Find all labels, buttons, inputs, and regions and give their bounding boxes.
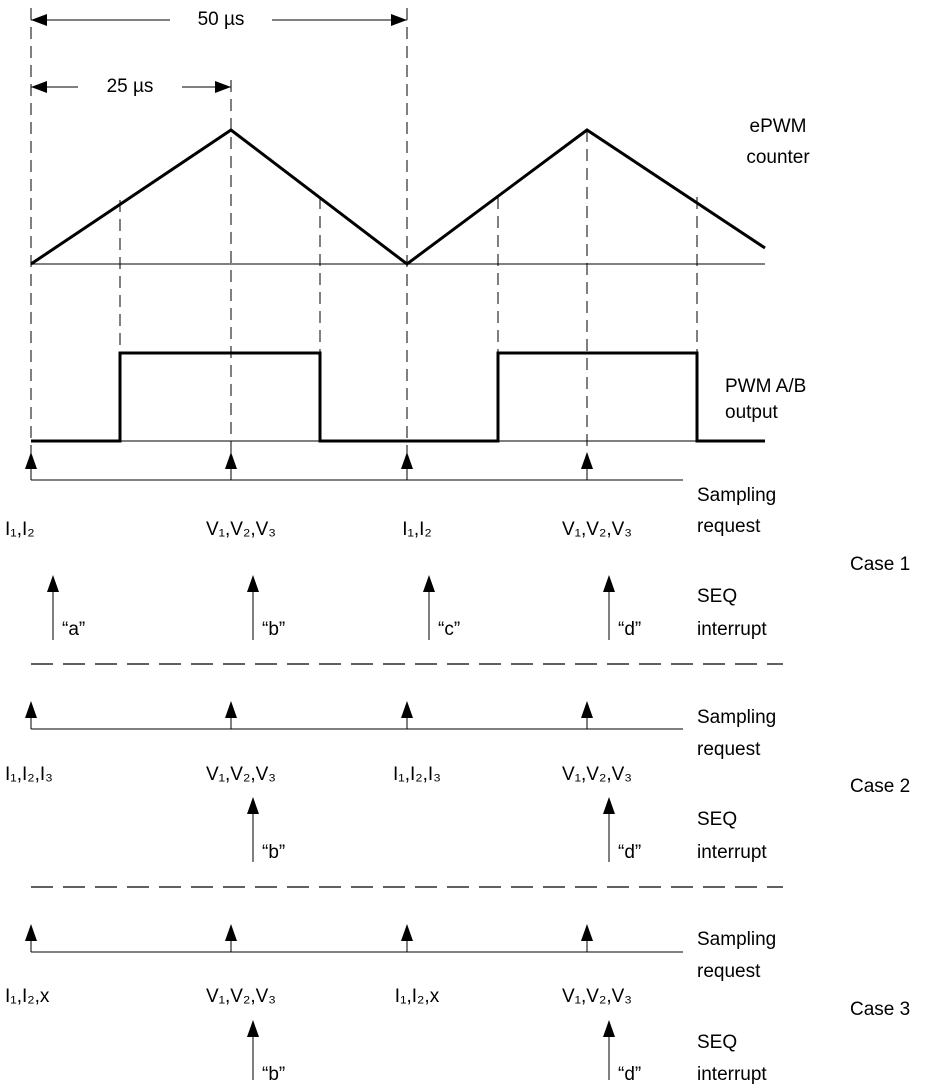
interval-short: 25 µs [107, 76, 154, 97]
sampling-arrow-head [225, 452, 237, 469]
sampling-label: Sampling [697, 707, 776, 728]
sampling-arrow-head [581, 924, 593, 941]
sampling-arrow-head [25, 452, 37, 469]
interrupt-point-label: “b” [262, 1064, 285, 1085]
pwm-label: PWM A/B [725, 376, 806, 397]
sampling-label: Sampling [697, 485, 776, 506]
case-label: Case 3 [850, 999, 910, 1020]
interrupt-point-label: “b” [262, 619, 285, 640]
sampling-label: request [697, 961, 761, 982]
sampling-arrow-head [581, 701, 593, 718]
counter-label: ePWM [750, 116, 807, 137]
interrupt-arrow-head [423, 575, 435, 592]
sampling-point-label: I₁,I₂ [402, 519, 432, 540]
interrupt-point-label: “c” [438, 619, 460, 640]
interrupt-point-label: “d” [618, 619, 641, 640]
interrupt-label: interrupt [697, 1064, 767, 1085]
case-label: Case 2 [850, 776, 910, 797]
sampling-arrow-head [401, 924, 413, 941]
sampling-arrow-head [401, 701, 413, 718]
sampling-point-label: V₁,V₂,V₃ [206, 986, 276, 1007]
sampling-point-label: I₁,I₂,x [395, 986, 440, 1007]
interrupt-arrow-head [603, 575, 615, 592]
interval-long: 50 µs [198, 9, 245, 30]
interrupt-label: SEQ [697, 1032, 737, 1053]
interrupt-arrow-head [247, 1020, 259, 1037]
interrupt-point-label: “b” [262, 842, 285, 863]
sampling-arrow-head [25, 701, 37, 718]
sampling-point-label: I₁,I₂,x [5, 986, 50, 1007]
interrupt-label: SEQ [697, 809, 737, 830]
sampling-label: request [697, 739, 761, 760]
sampling-label: Sampling [697, 929, 776, 950]
interrupt-point-label: “a” [62, 619, 85, 640]
interrupt-label: SEQ [697, 586, 737, 607]
interrupt-arrow-head [247, 575, 259, 592]
sampling-point-label: I₁,I₂,I₃ [393, 764, 441, 785]
sampling-arrow-head [225, 701, 237, 718]
counter-label: counter [746, 147, 810, 168]
pwm-label: output [725, 402, 779, 423]
interrupt-point-label: “d” [618, 842, 641, 863]
interrupt-arrow-head [47, 575, 59, 592]
sampling-arrow-head [581, 452, 593, 469]
sampling-point-label: V₁,V₂,V₃ [562, 764, 632, 785]
sampling-arrow-head [401, 452, 413, 469]
dashed-guides [30, 8, 698, 470]
interrupt-arrow-head [603, 1020, 615, 1037]
sampling-point-label: V₁,V₂,V₃ [206, 764, 276, 785]
sampling-arrow-head [225, 924, 237, 941]
interrupt-label: interrupt [697, 842, 767, 863]
sampling-label: request [697, 516, 761, 537]
interrupt-arrow-head [603, 797, 615, 814]
interval-arrows [31, 14, 407, 93]
interrupt-label: interrupt [697, 619, 767, 640]
sampling-point-label: V₁,V₂,V₃ [562, 519, 632, 540]
sampling-point-label: I₁,I₂,I₃ [5, 764, 53, 785]
counter-waveform [30, 128, 766, 266]
case-label: Case 1 [850, 554, 910, 575]
interrupt-arrow-head [247, 797, 259, 814]
sampling-arrow-head [25, 924, 37, 941]
sampling-point-label: V₁,V₂,V₃ [206, 519, 276, 540]
pwm-waveform [31, 351, 765, 443]
sampling-point-label: V₁,V₂,V₃ [562, 986, 632, 1007]
sampling-point-label: I₁,I₂ [5, 519, 35, 540]
interrupt-point-label: “d” [618, 1064, 641, 1085]
